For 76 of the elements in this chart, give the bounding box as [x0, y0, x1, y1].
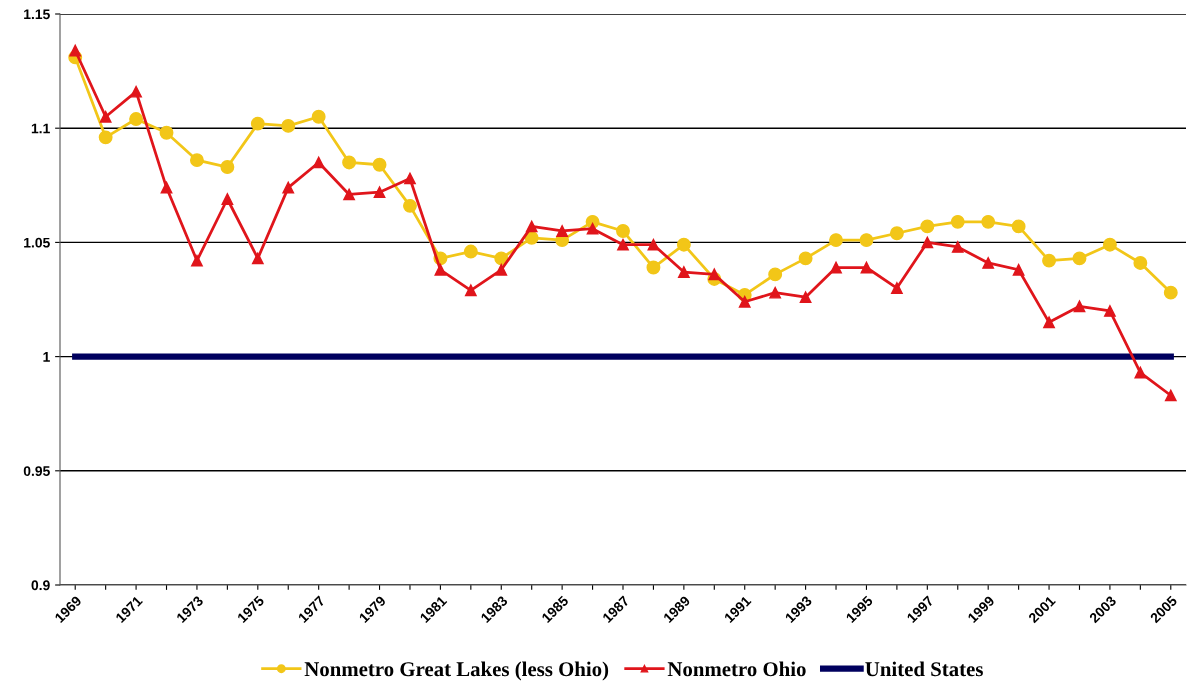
point: [220, 160, 235, 174]
point: [1011, 219, 1026, 234]
point: [1164, 389, 1177, 402]
point: [1133, 256, 1148, 270]
point: [1043, 316, 1055, 329]
point: [525, 220, 538, 233]
point: [373, 186, 386, 199]
point: [191, 254, 203, 267]
point: [768, 267, 783, 282]
y-tick-label: 0.95: [23, 466, 50, 476]
point: [708, 268, 721, 281]
point: [1163, 285, 1178, 300]
point: [617, 238, 629, 251]
point: [829, 233, 843, 248]
legend-label: United States: [865, 661, 983, 677]
point: [920, 219, 935, 234]
point: [343, 188, 356, 201]
legend-label: Nonmetro Ohio: [667, 661, 806, 677]
point: [69, 44, 82, 57]
point: [281, 118, 296, 133]
y-tick-label: 1.05: [24, 237, 50, 248]
point: [1134, 366, 1147, 379]
point: [342, 155, 357, 170]
y-tick-label: 1: [43, 352, 50, 362]
point: [190, 153, 204, 168]
point: [282, 181, 295, 194]
point: [1104, 305, 1116, 317]
point: [1042, 253, 1056, 268]
point: [586, 222, 599, 235]
point: [372, 157, 387, 172]
point: [221, 193, 234, 205]
point: [1102, 237, 1117, 252]
point: [404, 172, 416, 185]
point: [495, 263, 508, 276]
point: [1012, 263, 1025, 276]
point: [1073, 300, 1086, 313]
point: [950, 214, 965, 229]
point: [403, 198, 417, 213]
point: [677, 266, 690, 278]
point: [464, 284, 477, 297]
point: [1072, 251, 1087, 266]
point: [860, 261, 873, 274]
point: [889, 226, 904, 241]
legend-label: Nonmetro Great Lakes (less Ohio): [304, 661, 609, 681]
point: [738, 295, 751, 308]
point: [311, 109, 326, 124]
point: [798, 251, 813, 266]
point: [646, 260, 661, 275]
point: [312, 156, 325, 169]
point: [463, 244, 478, 259]
point: [647, 238, 660, 251]
point: [99, 110, 112, 123]
point: [982, 257, 995, 269]
point: [98, 130, 113, 145]
point: [129, 112, 144, 127]
y-tick-label: 1.15: [24, 9, 50, 20]
point: [769, 286, 782, 299]
point: [981, 214, 996, 229]
point: [616, 224, 630, 238]
point: [951, 241, 964, 253]
point: [160, 181, 173, 194]
point: [890, 282, 903, 294]
point: [676, 237, 691, 252]
y-tick-label: 1.1: [31, 123, 50, 134]
point: [859, 233, 874, 248]
point: [434, 263, 447, 276]
y-tick-label: 0.9: [31, 580, 50, 591]
point: [130, 85, 142, 98]
point: [494, 251, 509, 266]
point: [556, 225, 569, 237]
point: [159, 125, 174, 140]
point: [799, 291, 812, 304]
point: [921, 236, 934, 249]
point: [250, 116, 265, 131]
point: [830, 261, 842, 274]
point: [251, 252, 264, 265]
